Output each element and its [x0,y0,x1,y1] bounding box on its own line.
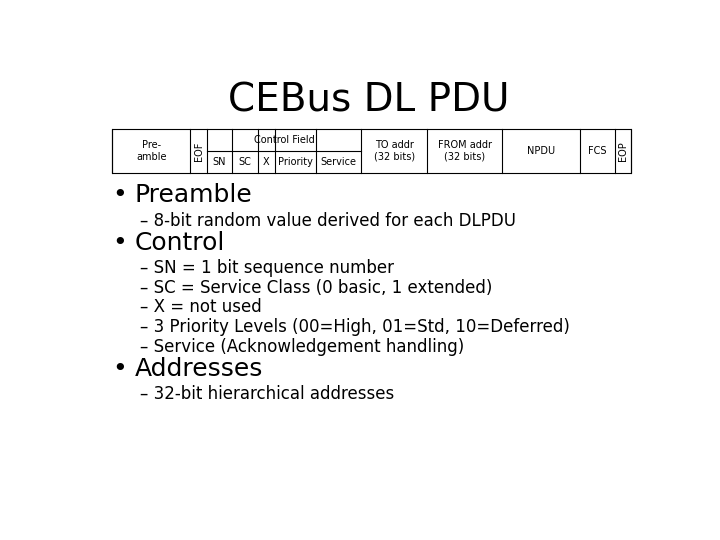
Text: NPDU: NPDU [526,146,554,156]
Text: FCS: FCS [588,146,606,156]
Text: – 32-bit hierarchical addresses: – 32-bit hierarchical addresses [140,386,395,403]
Text: Priority: Priority [278,157,313,167]
Text: – X = not used: – X = not used [140,299,262,316]
Text: Control Field: Control Field [253,135,315,145]
Text: – SN = 1 bit sequence number: – SN = 1 bit sequence number [140,259,395,278]
Text: •: • [112,357,127,381]
Text: Preamble: Preamble [135,183,253,207]
Text: Addresses: Addresses [135,357,263,381]
Text: •: • [112,231,127,255]
Bar [112,129,631,173]
Text: – 3 Priority Levels (00=High, 01=Std, 10=Deferred): – 3 Priority Levels (00=High, 01=Std, 10… [140,318,570,336]
Text: SN: SN [212,157,226,167]
Text: FROM addr
(32 bits): FROM addr (32 bits) [438,140,492,162]
Text: EOF: EOF [194,141,204,161]
Text: CEBus DL PDU: CEBus DL PDU [228,82,510,119]
Text: – 8-bit random value derived for each DLPDU: – 8-bit random value derived for each DL… [140,212,516,230]
Text: EOP: EOP [618,141,628,161]
Text: X: X [263,157,270,167]
Text: SC: SC [238,157,251,167]
Text: – Service (Acknowledgement handling): – Service (Acknowledgement handling) [140,338,464,355]
Text: Pre-
amble: Pre- amble [136,140,166,162]
Text: TO addr
(32 bits): TO addr (32 bits) [374,140,415,162]
Text: •: • [112,183,127,207]
Text: Service: Service [320,157,356,167]
Text: – SC = Service Class (0 basic, 1 extended): – SC = Service Class (0 basic, 1 extende… [140,279,492,297]
Text: Control: Control [135,231,225,255]
